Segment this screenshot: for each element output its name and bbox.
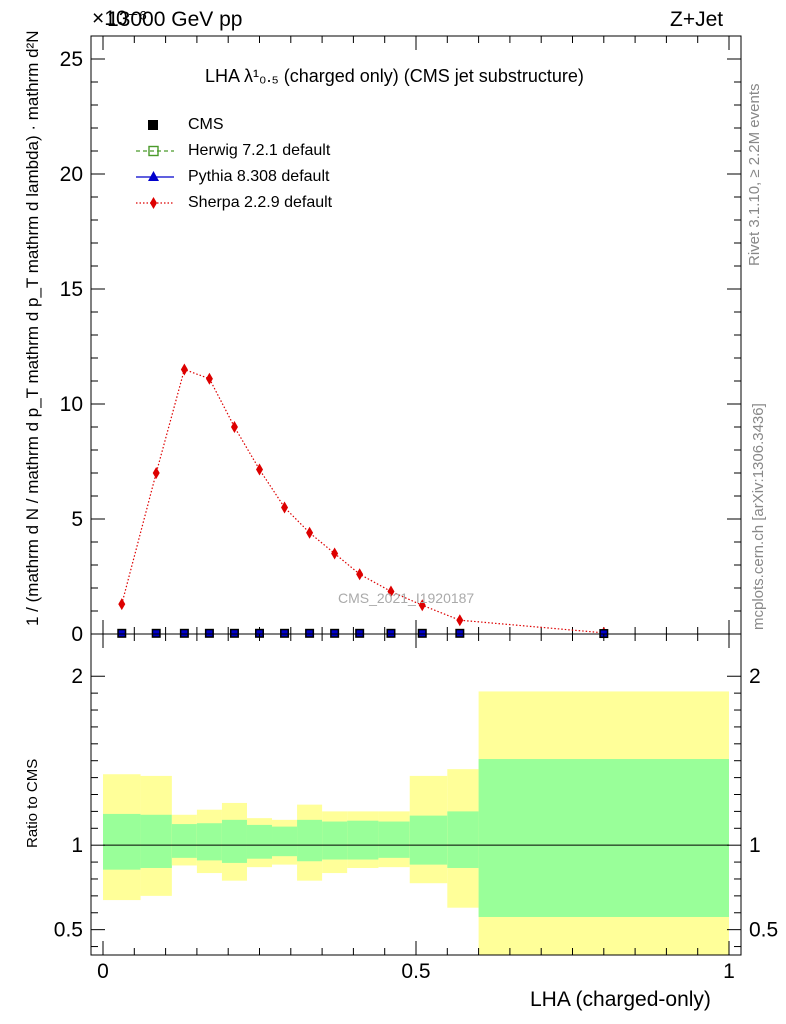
pythia-point: [387, 630, 394, 637]
pythia-point: [331, 630, 338, 637]
legend-label-herwig: Herwig 7.2.1 default: [188, 142, 331, 159]
sherpa-data-point: [281, 501, 289, 514]
rivet-label: Rivet 3.1.10, ≥ 2.2M events: [746, 83, 763, 267]
sherpa-data-point: [356, 568, 364, 581]
analysis-watermark: CMS_2021_I1920187: [338, 590, 475, 606]
ratio-y-tick-label-right: 0.5: [749, 919, 778, 942]
pythia-point: [306, 630, 313, 637]
inner-uncertainty-band: [171, 824, 197, 858]
sherpa-data-point: [230, 421, 238, 433]
main-y-tick-label: 20: [60, 163, 83, 186]
main-y-tick-label: 5: [71, 508, 83, 531]
inner-uncertainty-band: [447, 811, 479, 868]
inner-uncertainty-band: [347, 820, 379, 860]
sherpa-data-point: [256, 463, 263, 476]
pythia-point: [118, 630, 125, 637]
header-process: Z+Jet: [670, 8, 724, 31]
ratio-y-tick-label-left: 2: [71, 665, 83, 688]
pythia-point: [281, 630, 288, 637]
sherpa-data-point: [180, 363, 188, 376]
x-tick-label: 0: [97, 960, 109, 983]
x-axis-label: LHA (charged-only): [530, 988, 711, 1011]
legend-entry-sherpa: Sherpa 2.2.9 default: [136, 190, 332, 216]
x-tick-label: 0.5: [401, 960, 430, 983]
inner-uncertainty-band: [297, 819, 323, 862]
sherpa-data-point: [152, 467, 160, 479]
legend-label-cms: CMS: [188, 116, 224, 133]
legend-symbol-pythia: [136, 164, 186, 190]
inner-uncertainty-band: [221, 819, 247, 863]
main-y-tick-label: 0: [71, 623, 83, 646]
y-axis-label-main: 1 / (mathrm d N / mathrm d p_T mathrm d …: [23, 30, 42, 626]
legend-label-sherpa: Sherpa 2.2.9 default: [188, 194, 333, 211]
pythia-point: [256, 630, 263, 637]
legend-label-pythia: Pythia 8.308 default: [188, 168, 330, 185]
pythia-point: [181, 630, 188, 637]
legend: CMS Herwig 7.2.1 default Pythia 8.308 de…: [136, 112, 332, 216]
ratio-y-tick-label-left: 0.5: [54, 919, 83, 942]
inner-uncertainty-band: [140, 814, 172, 868]
header-energy: 13000 GeV pp: [107, 8, 243, 31]
main-y-tick-label: 15: [60, 278, 83, 301]
pythia-point: [356, 630, 363, 637]
sherpa-data-point: [456, 614, 464, 627]
y-axis-label-ratio: Ratio to CMS: [24, 758, 41, 848]
plot-title: LHA λ¹₀.₅ (charged only) (CMS jet substr…: [205, 66, 584, 86]
pythia-point: [206, 630, 213, 637]
inner-uncertainty-band: [246, 824, 273, 859]
inner-uncertainty-band: [409, 815, 448, 865]
sherpa-data-point: [331, 547, 339, 560]
pythia-point: [153, 630, 160, 637]
ratio-y-tick-label-right: 2: [749, 665, 761, 688]
main-y-tick-label: 25: [60, 48, 83, 71]
legend-entry-cms: CMS: [136, 112, 332, 138]
sherpa-data-point: [205, 372, 213, 385]
legend-symbol-sherpa: [136, 190, 186, 216]
legend-entry-herwig: Herwig 7.2.1 default: [136, 138, 332, 164]
inner-uncertainty-band: [103, 813, 141, 870]
inner-uncertainty-band: [478, 759, 729, 917]
inner-uncertainty-band: [322, 821, 348, 860]
x-tick-label: 1: [723, 960, 735, 983]
ratio-panel: 0.5 0.5 1 1 2 2 0 0.5 1: [54, 633, 778, 983]
main-y-tick-label: 10: [60, 393, 83, 416]
pythia-point: [231, 630, 238, 637]
legend-symbol-herwig: [136, 138, 186, 164]
header-exponent: ×10⁻⁶: [92, 7, 148, 30]
pythia-point: [456, 630, 463, 637]
sherpa-data-point: [306, 526, 314, 539]
inner-uncertainty-band: [272, 826, 298, 857]
sherpa-data-point: [387, 585, 395, 598]
sherpa-data-point: [118, 598, 126, 611]
legend-entry-pythia: Pythia 8.308 default: [136, 164, 332, 190]
legend-symbol-cms: [136, 112, 186, 138]
inner-uncertainty-band: [196, 823, 222, 861]
sherpa-data-point: [418, 599, 426, 612]
pythia-point: [419, 630, 426, 637]
mcplots-label: mcplots.cern.ch [arXiv:1306.3436]: [750, 403, 767, 630]
inner-uncertainty-band: [378, 821, 410, 858]
ratio-y-tick-label-right: 1: [749, 834, 761, 857]
ratio-y-tick-label-left: 1: [71, 834, 83, 857]
